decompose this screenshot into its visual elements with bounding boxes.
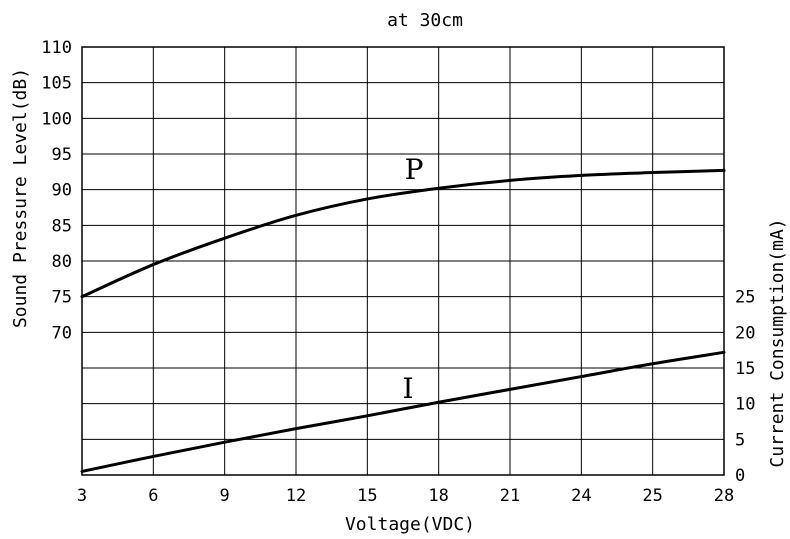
y-right-tick-labels: 25 20 15 10 5 0 [735, 288, 755, 486]
x-tick-label: 12 [286, 486, 306, 506]
x-tick-labels: 3 6 9 12 15 18 21 24 25 28 [77, 486, 734, 506]
y-right-axis-title: Current Consumption(mA) [767, 218, 788, 467]
y-right-tick-label: 25 [735, 288, 755, 308]
y-right-tick-label: 20 [735, 323, 755, 343]
x-tick-label: 18 [428, 486, 448, 506]
y-left-axis-title: Sound Pressure Level(dB) [10, 68, 31, 328]
y-left-tick-label: 105 [41, 74, 72, 94]
series-label-I: I [402, 372, 413, 405]
y-left-tick-labels: 110 105 100 95 90 85 80 75 70 [41, 38, 72, 343]
plot-curves: PI [80, 153, 726, 473]
y-left-tick-label: 90 [52, 181, 72, 201]
y-left-tick-label: 85 [52, 216, 72, 236]
y-right-tick-label: 0 [735, 466, 745, 486]
series-line-I [80, 350, 726, 473]
x-tick-label: 21 [500, 486, 520, 506]
y-right-tick-label: 10 [735, 395, 755, 415]
y-left-tick-label: 95 [52, 145, 72, 165]
y-right-tick-label: 15 [735, 359, 755, 379]
x-tick-label: 25 [642, 486, 662, 506]
y-left-tick-label: 70 [52, 323, 72, 343]
x-tick-label: 3 [77, 486, 87, 506]
plot-frame [81, 46, 725, 476]
y-left-tick-label: 110 [41, 38, 72, 58]
x-tick-label: 9 [220, 486, 230, 506]
y-right-tick-label: 5 [735, 430, 745, 450]
x-tick-label: 24 [571, 486, 591, 506]
x-axis-title: Voltage(VDC) [345, 514, 475, 535]
x-tick-label: 15 [357, 486, 377, 506]
y-left-tick-label: 75 [52, 288, 72, 308]
series-label-P: P [405, 153, 424, 186]
chart-title: at 30cm [387, 10, 463, 31]
series-line-P [80, 168, 726, 299]
x-tick-label: 6 [148, 486, 158, 506]
y-left-tick-label: 100 [41, 109, 72, 129]
x-tick-label: 28 [714, 486, 734, 506]
y-left-tick-label: 80 [52, 252, 72, 272]
plot-grid [81, 46, 725, 476]
